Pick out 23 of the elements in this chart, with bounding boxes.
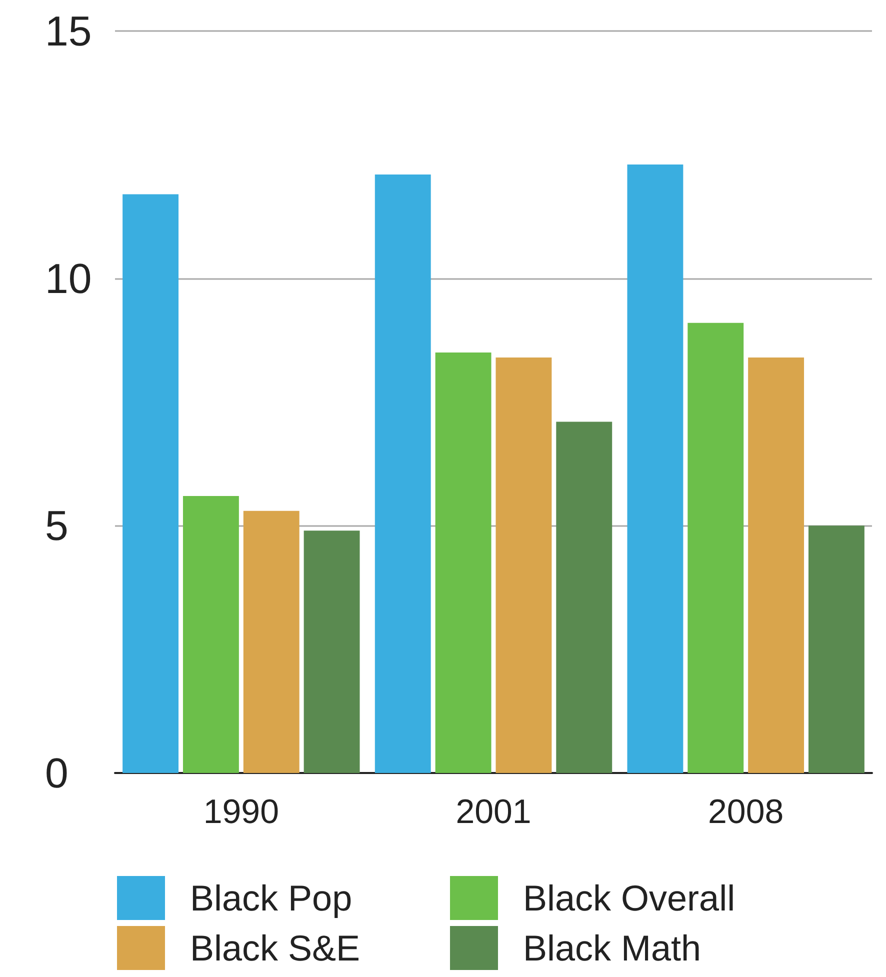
bar	[243, 510, 300, 773]
bar	[435, 352, 492, 773]
bar	[627, 164, 684, 773]
y-tick-label: 0	[45, 750, 68, 796]
legend-label: Black Overall	[523, 878, 736, 918]
bar	[374, 174, 431, 773]
bar	[304, 530, 360, 773]
x-tick-label: 2001	[456, 793, 532, 831]
legend-label: Black Pop	[190, 878, 352, 918]
y-tick-label: 15	[45, 8, 92, 54]
x-tick-label: 2008	[708, 793, 784, 831]
y-tick-label: 10	[45, 254, 92, 302]
legend-label: Black S&E	[190, 928, 360, 968]
bar	[748, 357, 804, 773]
x-tick-label: 1990	[203, 793, 279, 831]
bar	[496, 357, 552, 773]
legend-label: Black Math	[523, 928, 702, 968]
bar	[556, 422, 612, 773]
y-tick-label: 5	[45, 502, 68, 550]
bar	[122, 194, 179, 773]
bar	[808, 526, 864, 773]
bar	[182, 496, 239, 773]
bar	[688, 322, 744, 773]
